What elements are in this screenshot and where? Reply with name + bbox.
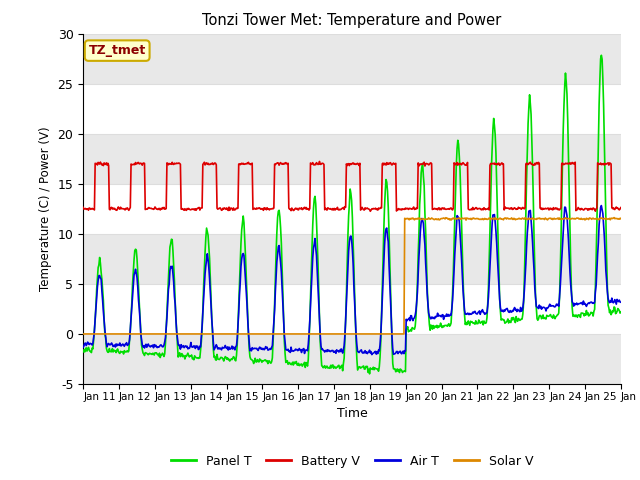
Y-axis label: Temperature (C) / Power (V): Temperature (C) / Power (V)	[39, 127, 52, 291]
Title: Tonzi Tower Met: Temperature and Power: Tonzi Tower Met: Temperature and Power	[202, 13, 502, 28]
Legend: Panel T, Battery V, Air T, Solar V: Panel T, Battery V, Air T, Solar V	[166, 450, 538, 473]
X-axis label: Time: Time	[337, 407, 367, 420]
Bar	[83, 134, 621, 184]
Bar	[83, 334, 621, 384]
Bar	[83, 34, 621, 84]
Text: TZ_tmet: TZ_tmet	[88, 44, 146, 57]
Bar	[83, 234, 621, 284]
